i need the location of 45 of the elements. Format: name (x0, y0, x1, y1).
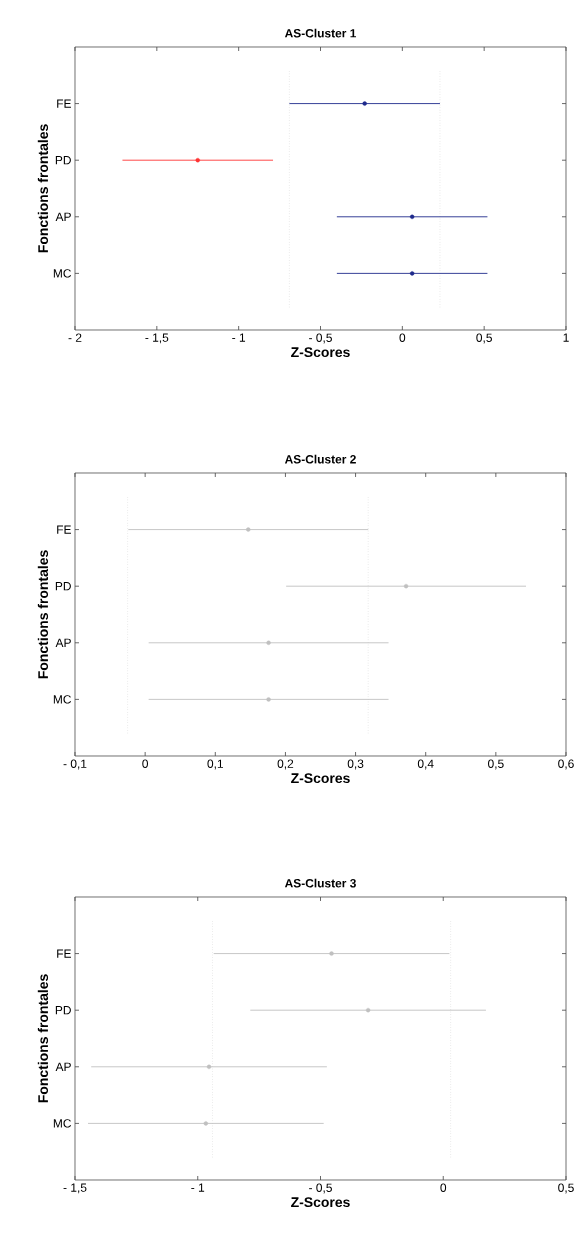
point (329, 951, 334, 956)
x-tick-label: 0,3 (347, 759, 364, 770)
x-tick-label: - 1,5 (63, 1183, 87, 1194)
x-tick-label: - 0,1 (63, 759, 87, 770)
x-tick-label: - 1 (191, 1183, 205, 1192)
x-axis-title: Z-Scores (291, 1197, 350, 1208)
x-tick-label: 0,2 (277, 759, 294, 770)
y-tick-label: PD (55, 1006, 71, 1015)
y-tick-label: PD (55, 156, 71, 165)
chart-title: AS-Cluster 1 (284, 28, 357, 38)
y-tick-label: MC (53, 695, 72, 704)
x-tick-label: - 0,5 (309, 333, 332, 344)
y-tick-label: FE (57, 949, 71, 958)
y-tick-label: AP (55, 1062, 71, 1071)
x-tick-label: 0 (440, 1183, 447, 1192)
y-tick-label: AP (55, 638, 71, 647)
x-axis-title: Z-Scores (291, 773, 350, 784)
point (206, 1064, 212, 1069)
chart-title: AS-Cluster 2 (284, 454, 356, 464)
y-tick-label: FE (57, 525, 71, 534)
y-axis-title: Fonctions frontales (37, 974, 49, 1103)
x-tick-label: 0 (142, 759, 149, 768)
x-tick-label: 0,5 (488, 759, 504, 770)
y-tick-label: MC (53, 1119, 72, 1128)
x-tick-label: 0,5 (558, 1183, 574, 1194)
x-tick-label: - 2 (68, 333, 82, 342)
y-tick-label: FE (57, 99, 71, 108)
x-tick-label: 1 (563, 333, 569, 342)
chart-title: AS-Cluster 3 (284, 878, 356, 888)
x-tick-label: 0,5 (476, 333, 492, 344)
point (203, 1121, 209, 1126)
y-tick-label: PD (55, 582, 71, 591)
x-tick-label: - 1 (232, 333, 246, 342)
x-tick-label: 0 (399, 333, 406, 342)
point (365, 1008, 371, 1013)
x-tick-label: - 1,5 (145, 333, 169, 344)
x-tick-label: 0,6 (558, 759, 574, 770)
y-tick-label: MC (53, 269, 72, 278)
x-tick-label: 0,1 (207, 759, 224, 770)
y-tick-label: AP (55, 212, 71, 221)
x-tick-label: - 0,5 (309, 1183, 332, 1194)
y-axis-title: Fonctions frontales (37, 550, 49, 679)
y-axis-title: Fonctions frontales (37, 124, 49, 253)
x-tick-label: 0,4 (417, 759, 434, 770)
x-axis-title: Z-Scores (291, 347, 350, 358)
